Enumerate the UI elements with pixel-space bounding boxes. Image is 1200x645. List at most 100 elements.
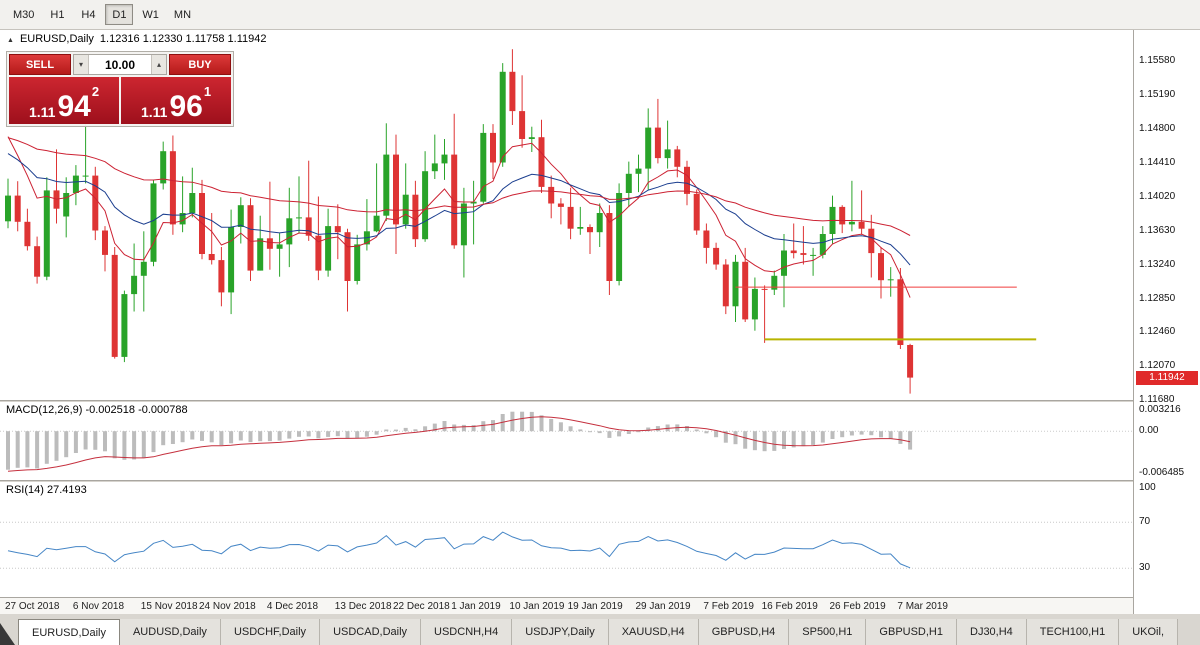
price-axis-label: 1.15580: [1139, 54, 1176, 66]
buy-price-display[interactable]: 1.11 96 1: [121, 77, 231, 124]
timeframe-button-m30[interactable]: M30: [13, 8, 35, 21]
moving-average-8-line: [7, 136, 911, 298]
symbol-tab-dj30-h4[interactable]: DJ30,H4: [957, 619, 1027, 645]
buy-button[interactable]: BUY: [169, 54, 231, 75]
symbol-tab-sp500-h1[interactable]: SP500,H1: [789, 619, 867, 645]
timeframe-button-w1[interactable]: W1: [142, 8, 159, 21]
chart-direction-icon: ▲: [7, 37, 14, 44]
date-axis-label: 13 Dec 2018: [334, 601, 392, 612]
macd-signal-line: [7, 416, 911, 472]
panel-splitter[interactable]: [0, 400, 1200, 402]
macd-axis-label: 0.00: [1139, 425, 1159, 437]
date-axis-label: 7 Mar 2019: [897, 601, 948, 612]
price-axis-label: 1.12070: [1139, 360, 1176, 372]
price-axis-label: 1.12460: [1139, 326, 1176, 338]
volume-input[interactable]: 10.00: [104, 57, 136, 72]
sell-price-main: 1.11: [28, 104, 56, 120]
price-axis-label: 1.11680: [1139, 394, 1175, 406]
timeframe-button-h4[interactable]: H4: [81, 8, 96, 21]
symbol-tab-gbpusd-h1[interactable]: GBPUSD,H1: [866, 619, 957, 645]
timeframe-button-h1[interactable]: H1: [50, 8, 65, 21]
buy-price-pips: 96: [169, 90, 203, 123]
symbol-tab-ukoil[interactable]: UKOil,: [1119, 619, 1178, 645]
sell-price-fraction: 2: [91, 84, 100, 99]
rsi-indicator-label: RSI(14) 27.4193: [6, 484, 87, 496]
date-axis-label: 22 Dec 2018: [393, 601, 450, 612]
chart-ohlc-values: 1.12316 1.12330 1.11758 1.11942: [99, 33, 267, 45]
date-axis-label: 15 Nov 2018: [140, 601, 198, 612]
current-price-badge: 1.11942: [1136, 370, 1198, 385]
date-axis-label: 1 Jan 2019: [451, 601, 501, 612]
trade-controls-row: SELL ▾ 10.00 ▴ BUY: [9, 54, 231, 75]
date-axis-label: 7 Feb 2019: [703, 601, 754, 612]
macd-histogram: [6, 411, 913, 470]
price-axis-label: 1.12850: [1139, 292, 1176, 304]
date-axis-label: 24 Nov 2018: [199, 601, 256, 612]
rsi-line: [7, 531, 911, 569]
rsi-canvas[interactable]: [0, 482, 1133, 597]
chart-window: ▲ EURUSD,Daily 1.12316 1.12330 1.11758 1…: [0, 30, 1200, 614]
sell-price-display[interactable]: 1.11 94 2: [9, 77, 119, 124]
symbol-tab-audusd-daily[interactable]: AUDUSD,Daily: [119, 619, 221, 645]
chart-symbol-label: EURUSD,Daily: [19, 33, 94, 45]
rsi-axis-label: 100: [1139, 481, 1156, 493]
symbol-tab-xauusd-h4[interactable]: XAUUSD,H4: [608, 619, 699, 645]
volume-decrease-button[interactable]: ▾: [74, 55, 89, 74]
macd-axis-label: 0.003216: [1139, 404, 1181, 416]
date-axis-label: 10 Jan 2019: [509, 601, 565, 612]
buy-price-fraction: 1: [203, 84, 212, 99]
symbol-tab-usdcad-daily[interactable]: USDCAD,Daily: [320, 619, 422, 645]
symbol-tab-tech100-h1[interactable]: TECH100,H1: [1026, 619, 1120, 645]
chart-tabs: EURUSD,Daily AUDUSD,Daily USDCHF,Daily USDC…: [18, 619, 1178, 645]
chevron-up-icon: ▴: [156, 60, 161, 69]
timeframe-toolbar: M30 H1 H4 D1 W1 MN: [0, 0, 1200, 30]
macd-panel: MACD(12,26,9) -0.002518 -0.000788: [0, 402, 1133, 480]
macd-indicator-label: MACD(12,26,9) -0.002518 -0.000788: [6, 404, 188, 416]
symbol-tab-usdcnh-h4[interactable]: USDCNH,H4: [421, 619, 513, 645]
rsi-panel: RSI(14) 27.4193: [0, 482, 1133, 597]
trade-prices-row: 1.11 94 2 1.11 96 1: [9, 77, 231, 124]
tab-corner-marker: [0, 623, 15, 645]
symbol-tab-gbpusd-h4[interactable]: GBPUSD,H4: [698, 619, 790, 645]
price-axis-label: 1.14410: [1139, 156, 1176, 168]
volume-increase-button[interactable]: ▴: [151, 55, 166, 74]
price-axis-label: 1.15190: [1139, 88, 1176, 100]
chevron-down-icon: ▾: [78, 60, 83, 69]
date-axis-label: 29 Jan 2019: [635, 601, 691, 612]
rsi-axis-label: 30: [1139, 562, 1151, 574]
macd-axis-label: -0.006485: [1139, 467, 1185, 479]
price-axis: 1.15580 1.15190 1.14800 1.14410 1.14020 1.136…: [1133, 30, 1200, 614]
date-axis-label: 4 Dec 2018: [266, 601, 319, 612]
timeframe-button-d1[interactable]: D1: [105, 4, 134, 25]
price-axis-label: 1.14020: [1139, 190, 1176, 202]
one-click-trading-panel: SELL ▾ 10.00 ▴ BUY 1.11 94 2 1.11: [6, 51, 234, 127]
date-axis-label: 6 Nov 2018: [72, 601, 125, 612]
date-axis: 27 Oct 2018 6 Nov 2018 15 Nov 2018 24 Nov 2…: [0, 597, 1133, 614]
buy-price-main: 1.11: [140, 104, 168, 120]
chart-title: ▲ EURUSD,Daily 1.12316 1.12330 1.11758 1…: [7, 33, 267, 45]
symbol-tab-usdchf-daily[interactable]: USDCHF,Daily: [220, 619, 321, 645]
rsi-axis-label: 70: [1139, 516, 1151, 528]
sell-price-pips: 94: [57, 90, 91, 123]
main-chart-canvas[interactable]: [0, 30, 1133, 400]
sell-button[interactable]: SELL: [9, 54, 71, 75]
moving-average-21-line: [7, 153, 911, 266]
price-axis-label: 1.13240: [1139, 258, 1176, 270]
date-axis-label: 27 Oct 2018: [5, 601, 60, 612]
panel-splitter[interactable]: [0, 480, 1200, 482]
date-axis-label: 19 Jan 2019: [567, 601, 623, 612]
main-price-panel: ▲ EURUSD,Daily 1.12316 1.12330 1.11758 1…: [0, 30, 1133, 400]
date-axis-label: 16 Feb 2019: [761, 601, 818, 612]
macd-canvas[interactable]: [0, 402, 1133, 480]
symbol-tab-eurusd-daily[interactable]: EURUSD,Daily: [18, 619, 120, 645]
timeframe-button-mn[interactable]: MN: [173, 8, 192, 21]
date-axis-label: 26 Feb 2019: [829, 601, 886, 612]
chart-plot-area: ▲ EURUSD,Daily 1.12316 1.12330 1.11758 1…: [0, 30, 1133, 614]
chart-tab-bar: EURUSD,Daily AUDUSD,Daily USDCHF,Daily USDC…: [0, 614, 1200, 645]
symbol-tab-usdjpy-daily[interactable]: USDJPY,Daily: [512, 619, 609, 645]
price-axis-label: 1.14800: [1139, 122, 1176, 134]
moving-average-55-line: [7, 137, 911, 236]
price-axis-label: 1.13630: [1139, 224, 1176, 236]
volume-control: ▾ 10.00 ▴: [73, 54, 167, 75]
